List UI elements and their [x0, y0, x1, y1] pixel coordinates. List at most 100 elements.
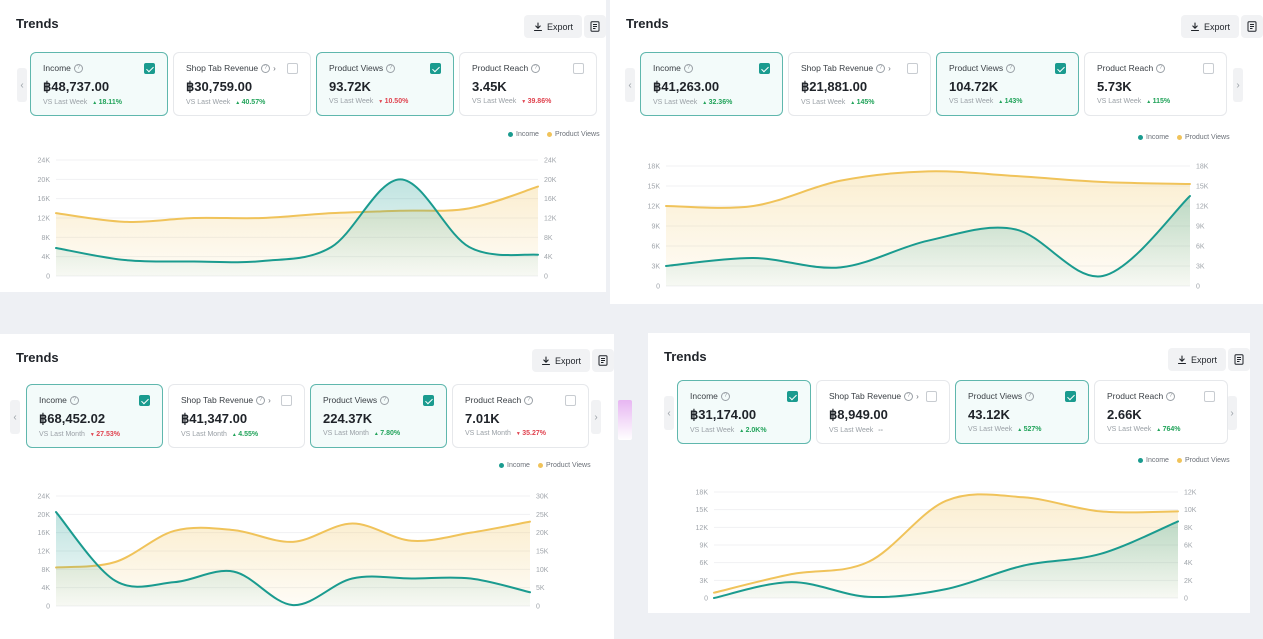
metric-label: Product Views	[329, 63, 384, 73]
metric-checkbox[interactable]	[1065, 391, 1076, 402]
report-button[interactable]	[1241, 15, 1263, 38]
up-arrow-icon: ▲	[231, 432, 239, 438]
metric-card[interactable]: Product Views? 93.72K VS Last Week ▼ 10.50%	[316, 52, 454, 116]
report-button[interactable]	[584, 15, 606, 38]
legend-views[interactable]: Product Views	[1176, 134, 1230, 141]
y-right-tick: 12K	[544, 216, 557, 223]
help-circle-icon[interactable]: ?	[904, 391, 914, 401]
metric-card[interactable]: Product Reach? 2.66K VS Last Week ▲ 764%	[1094, 380, 1228, 444]
metric-card[interactable]: Shop Tab Revenue? › ฿8,949.00 VS Last Week -…	[816, 380, 950, 444]
delta-value: ▲ 2.0K%	[739, 427, 766, 434]
help-circle-icon[interactable]: ?	[261, 63, 271, 73]
legend-income[interactable]: Income	[1138, 134, 1169, 141]
metric-card[interactable]: Product Reach? 5.73K VS Last Week ▲ 115%	[1084, 52, 1227, 116]
metric-card[interactable]: Product Reach? 7.01K VS Last Month ▼ 35.27%	[452, 384, 589, 448]
metric-checkbox[interactable]	[287, 63, 298, 74]
metric-card[interactable]: Product Views? 104.72K VS Last Week ▲ 143%	[936, 52, 1079, 116]
metric-card[interactable]: Income? ฿31,174.00 VS Last Week ▲ 2.0K%	[677, 380, 811, 444]
metric-checkbox[interactable]	[1204, 391, 1215, 402]
chevron-right-icon[interactable]: ›	[888, 63, 891, 73]
delta-value: ▲ 143%	[998, 98, 1022, 105]
metric-value: 43.12K	[968, 407, 1010, 422]
metric-card[interactable]: Shop Tab Revenue? › ฿30,759.00 VS Last Week…	[173, 52, 311, 116]
metric-checkbox[interactable]	[573, 63, 584, 74]
metric-checkbox[interactable]	[1203, 63, 1214, 74]
metric-checkbox[interactable]	[423, 395, 434, 406]
metric-card[interactable]: Shop Tab Revenue? › ฿41,347.00 VS Last Mont…	[168, 384, 305, 448]
scroll-right-button[interactable]: ›	[1233, 68, 1243, 102]
metric-checkbox[interactable]	[787, 391, 798, 402]
metric-card[interactable]: Income? ฿41,263.00 VS Last Week ▲ 32.36%	[640, 52, 783, 116]
metric-comparison: VS Last Week ▲ 32.36%	[653, 99, 770, 106]
help-circle-icon[interactable]: ?	[1006, 63, 1016, 73]
scroll-right-button[interactable]: ›	[1227, 396, 1237, 430]
help-circle-icon[interactable]: ?	[380, 395, 390, 405]
legend-income[interactable]: Income	[508, 131, 539, 138]
metric-checkbox[interactable]	[565, 395, 576, 406]
metric-label-row: Product Reach?	[472, 63, 584, 73]
help-circle-icon[interactable]: ?	[256, 395, 266, 405]
chevron-right-icon[interactable]: ›	[273, 63, 276, 73]
metric-comparison: VS Last Week ▲ 764%	[1107, 426, 1215, 433]
help-circle-icon[interactable]: ?	[720, 391, 730, 401]
y-right-tick: 20K	[536, 530, 549, 537]
help-circle-icon[interactable]: ?	[524, 395, 534, 405]
report-button[interactable]	[1228, 348, 1250, 371]
metric-card[interactable]: Product Views? 43.12K VS Last Week ▲ 527%	[955, 380, 1089, 444]
metric-checkbox[interactable]	[907, 63, 918, 74]
y-left-tick: 16K	[38, 530, 51, 537]
scroll-left-button[interactable]: ‹	[17, 68, 27, 102]
metric-comparison: VS Last Week ▼ 39.86%	[472, 98, 584, 105]
export-button[interactable]: Export	[1167, 348, 1226, 371]
help-circle-icon[interactable]: ?	[69, 395, 79, 405]
metric-label-row: Product Views?	[968, 391, 1076, 401]
y-left-tick: 18K	[648, 164, 661, 171]
scroll-left-button[interactable]: ‹	[664, 396, 674, 430]
legend-income[interactable]: Income	[1138, 457, 1169, 464]
metric-card[interactable]: Product Reach? 3.45K VS Last Week ▼ 39.86%	[459, 52, 597, 116]
metric-label: Income	[690, 391, 718, 401]
help-circle-icon[interactable]: ?	[1166, 391, 1176, 401]
report-button[interactable]	[592, 349, 614, 372]
metric-card[interactable]: Shop Tab Revenue? › ฿21,881.00 VS Last Week…	[788, 52, 931, 116]
metric-label-row: Product Views?	[323, 395, 434, 405]
metric-checkbox[interactable]	[926, 391, 937, 402]
y-right-tick: 20K	[544, 177, 557, 184]
metric-checkbox[interactable]	[139, 395, 150, 406]
metric-card[interactable]: Income? ฿68,452.02 VS Last Month ▼ 27.53%	[26, 384, 163, 448]
metric-label-row: Product Reach?	[1097, 63, 1214, 73]
help-circle-icon[interactable]: ?	[1156, 63, 1166, 73]
help-circle-icon[interactable]: ?	[1025, 391, 1035, 401]
export-button[interactable]: Export	[531, 349, 590, 372]
metric-checkbox[interactable]	[1055, 63, 1066, 74]
up-arrow-icon: ▲	[702, 100, 709, 106]
delta-text: 40.57%	[241, 99, 266, 106]
chevron-right-icon[interactable]: ›	[268, 395, 271, 405]
document-icon	[598, 355, 608, 366]
series-line-income	[55, 178, 539, 264]
metric-checkbox[interactable]	[281, 395, 292, 406]
legend-views[interactable]: Product Views	[1176, 457, 1230, 464]
chevron-right-icon[interactable]: ›	[916, 391, 919, 401]
scroll-right-button[interactable]: ›	[591, 400, 601, 434]
scroll-left-button[interactable]: ‹	[625, 68, 635, 102]
help-circle-icon[interactable]: ?	[73, 63, 83, 73]
metric-checkbox[interactable]	[430, 63, 441, 74]
metric-checkbox[interactable]	[144, 63, 155, 74]
help-circle-icon[interactable]: ?	[876, 63, 886, 73]
series-points-income	[55, 512, 531, 606]
help-circle-icon[interactable]: ?	[386, 63, 396, 73]
help-circle-icon[interactable]: ?	[531, 63, 541, 73]
legend-views[interactable]: Product Views	[546, 131, 600, 138]
export-button[interactable]: Export	[1180, 15, 1239, 38]
legend-views[interactable]: Product Views	[537, 462, 591, 469]
metric-card[interactable]: Product Views? 224.37K VS Last Month ▲ 7.80…	[310, 384, 447, 448]
metric-card[interactable]: Income? ฿48,737.00 VS Last Week ▲ 18.11%	[30, 52, 168, 116]
help-circle-icon[interactable]: ?	[683, 63, 693, 73]
comparison-period: VS Last Week	[690, 427, 735, 434]
legend-income[interactable]: Income	[499, 462, 530, 469]
series-points-income	[55, 179, 539, 262]
scroll-left-button[interactable]: ‹	[10, 400, 20, 434]
export-button[interactable]: Export	[523, 15, 582, 38]
metric-checkbox[interactable]	[759, 63, 770, 74]
